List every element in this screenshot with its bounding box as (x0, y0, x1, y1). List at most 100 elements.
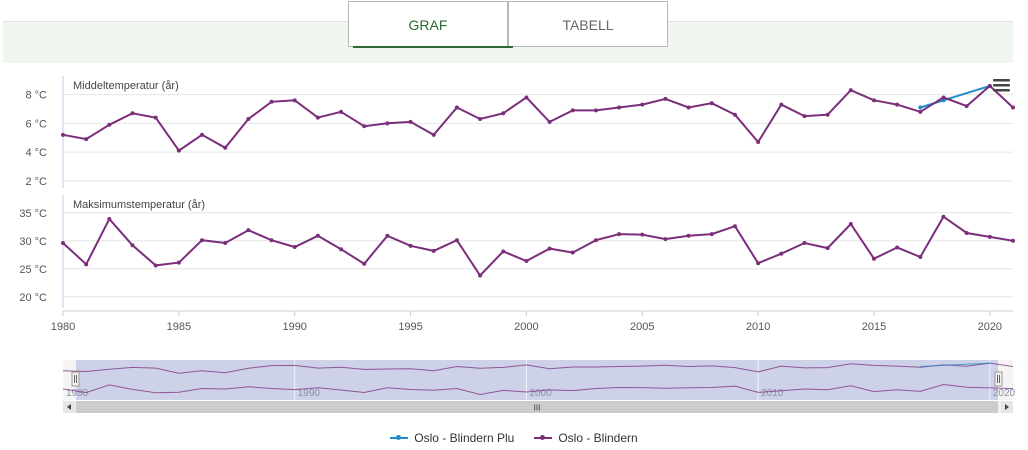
data-point-p1-blindern-1985[interactable] (176, 148, 181, 153)
data-point-p2-blindern-1996[interactable] (431, 248, 436, 253)
tab-graf[interactable]: GRAF (348, 1, 508, 47)
data-point-p2-blindern-1990[interactable] (292, 244, 297, 249)
series-line-p1-blindern[interactable] (62, 84, 1014, 152)
data-point-p2-blindern-2003[interactable] (593, 238, 598, 243)
data-point-p1-blindern-2011[interactable] (779, 102, 784, 107)
data-point-p2-blindern-2001[interactable] (547, 246, 552, 251)
data-point-p1-blindern-1981[interactable] (84, 137, 89, 142)
data-point-p1-blindern-2012[interactable] (802, 114, 807, 119)
data-point-p2-blindern-2004[interactable] (617, 232, 622, 237)
data-point-p1-blindern-1991[interactable] (315, 115, 320, 120)
data-point-p1-blindern-2009[interactable] (732, 112, 737, 117)
data-point-p2-blindern-1992[interactable] (339, 247, 344, 252)
data-point-p2-blindern-1980[interactable] (61, 241, 65, 246)
data-point-p2-blindern-1983[interactable] (130, 243, 135, 248)
tab-tabell[interactable]: TABELL (508, 1, 668, 47)
navigator-left-handle[interactable] (71, 371, 80, 387)
data-point-p1-blindern-2001[interactable] (547, 119, 552, 124)
legend-item-blindern-plu[interactable]: Oslo - Blindern Plu (390, 430, 514, 446)
data-point-p1-blindern-plu-2018[interactable] (941, 98, 946, 103)
data-point-p2-blindern-1995[interactable] (408, 243, 413, 248)
data-point-p1-blindern-2002[interactable] (570, 108, 575, 113)
data-point-p1-blindern-2021[interactable] (1011, 105, 1015, 110)
data-point-p1-blindern-2017[interactable] (918, 109, 923, 114)
data-point-p2-blindern-2013[interactable] (825, 246, 830, 251)
data-point-p2-blindern-2014[interactable] (848, 222, 853, 226)
data-point-p2-blindern-1991[interactable] (315, 233, 320, 238)
data-point-p1-blindern-1987[interactable] (223, 145, 228, 150)
data-point-p2-blindern-1989[interactable] (269, 238, 274, 243)
data-point-p1-blindern-1989[interactable] (269, 99, 274, 104)
data-point-p2-blindern-2007[interactable] (686, 233, 691, 238)
data-point-p1-blindern-plu-2017[interactable] (918, 105, 923, 110)
scrollbar-left-arrow-icon[interactable] (63, 401, 75, 413)
data-point-p1-blindern-2003[interactable] (593, 108, 598, 113)
scrollbar-grip[interactable]: III (534, 404, 541, 413)
scrollbar[interactable]: III (63, 401, 1013, 413)
data-point-p1-blindern-2005[interactable] (640, 102, 645, 107)
data-point-p2-blindern-2002[interactable] (570, 250, 575, 255)
data-point-p2-blindern-2008[interactable] (709, 232, 714, 237)
scrollbar-right-arrow-icon[interactable] (1001, 401, 1013, 413)
data-point-p2-blindern-1984[interactable] (153, 263, 158, 268)
data-point-p2-blindern-2000[interactable] (524, 258, 529, 263)
data-point-p2-blindern-2021[interactable] (1011, 238, 1015, 243)
data-point-p1-blindern-1984[interactable] (153, 115, 158, 120)
data-point-p2-blindern-1986[interactable] (200, 238, 205, 243)
data-point-p1-blindern-2008[interactable] (709, 101, 714, 106)
scrollbar-thumb[interactable] (76, 401, 998, 413)
data-point-p2-blindern-2005[interactable] (640, 232, 645, 237)
data-point-p1-blindern-2018[interactable] (941, 95, 946, 100)
data-point-p1-blindern-1990[interactable] (292, 98, 297, 103)
data-point-p2-blindern-2009[interactable] (732, 224, 737, 229)
data-point-p1-blindern-2016[interactable] (895, 102, 900, 107)
data-point-p2-blindern-1982[interactable] (107, 216, 112, 221)
data-point-p1-blindern-1982[interactable] (107, 122, 112, 127)
data-point-p1-blindern-2010[interactable] (756, 140, 761, 144)
data-point-p2-blindern-2017[interactable] (918, 255, 923, 260)
data-point-p2-blindern-2019[interactable] (964, 230, 969, 235)
data-point-p1-blindern-2014[interactable] (848, 88, 853, 93)
data-point-p2-blindern-2016[interactable] (895, 245, 900, 250)
data-point-p1-blindern-1997[interactable] (454, 105, 459, 110)
series-line-p2-blindern[interactable] (62, 215, 1014, 278)
hamburger-menu-icon[interactable] (993, 79, 1010, 92)
data-point-p2-blindern-1994[interactable] (385, 233, 390, 238)
data-point-p1-blindern-1983[interactable] (130, 111, 135, 116)
data-point-p1-blindern-1993[interactable] (362, 124, 367, 129)
navigator-right-handle[interactable] (994, 371, 1003, 387)
data-point-p1-blindern-2020[interactable] (987, 83, 992, 88)
data-point-p1-blindern-2019[interactable] (964, 104, 969, 109)
navigator[interactable]: 1980 1990 2000 2010 2020 (62, 360, 1016, 400)
data-point-p2-blindern-1997[interactable] (454, 238, 459, 243)
data-point-p1-blindern-2000[interactable] (524, 95, 529, 100)
data-point-p2-blindern-1987[interactable] (223, 241, 228, 246)
data-point-p1-blindern-1994[interactable] (385, 121, 390, 126)
data-point-p1-blindern-1999[interactable] (501, 111, 506, 116)
data-point-p1-blindern-1998[interactable] (478, 117, 483, 121)
data-point-p2-blindern-2018[interactable] (941, 214, 946, 219)
data-point-p2-blindern-2015[interactable] (871, 256, 876, 261)
data-point-p1-blindern-1988[interactable] (246, 117, 251, 121)
data-point-p2-blindern-1981[interactable] (84, 262, 89, 267)
data-point-p2-blindern-2006[interactable] (663, 237, 668, 242)
data-point-p2-blindern-1985[interactable] (176, 260, 181, 265)
data-point-p1-blindern-1995[interactable] (408, 119, 413, 124)
data-point-p2-blindern-1993[interactable] (362, 261, 367, 266)
data-point-p2-blindern-1998[interactable] (478, 273, 483, 278)
data-point-p1-blindern-2007[interactable] (686, 105, 691, 110)
data-point-p1-blindern-2013[interactable] (825, 112, 830, 117)
legend-item-blindern[interactable]: Oslo - Blindern (534, 430, 638, 446)
data-point-p1-blindern-1980[interactable] (61, 132, 65, 137)
data-point-p1-blindern-1992[interactable] (339, 109, 344, 114)
data-point-p2-blindern-2011[interactable] (779, 251, 784, 256)
data-point-p1-blindern-2006[interactable] (663, 96, 668, 101)
data-point-p1-blindern-1986[interactable] (200, 132, 205, 137)
data-point-p2-blindern-2020[interactable] (987, 234, 992, 239)
data-point-p1-blindern-2015[interactable] (871, 98, 876, 103)
data-point-p2-blindern-2010[interactable] (756, 261, 761, 266)
data-point-p1-blindern-2004[interactable] (617, 105, 622, 110)
data-point-p2-blindern-2012[interactable] (802, 241, 807, 246)
data-point-p2-blindern-1999[interactable] (501, 249, 506, 254)
data-point-p1-blindern-1996[interactable] (431, 132, 436, 137)
